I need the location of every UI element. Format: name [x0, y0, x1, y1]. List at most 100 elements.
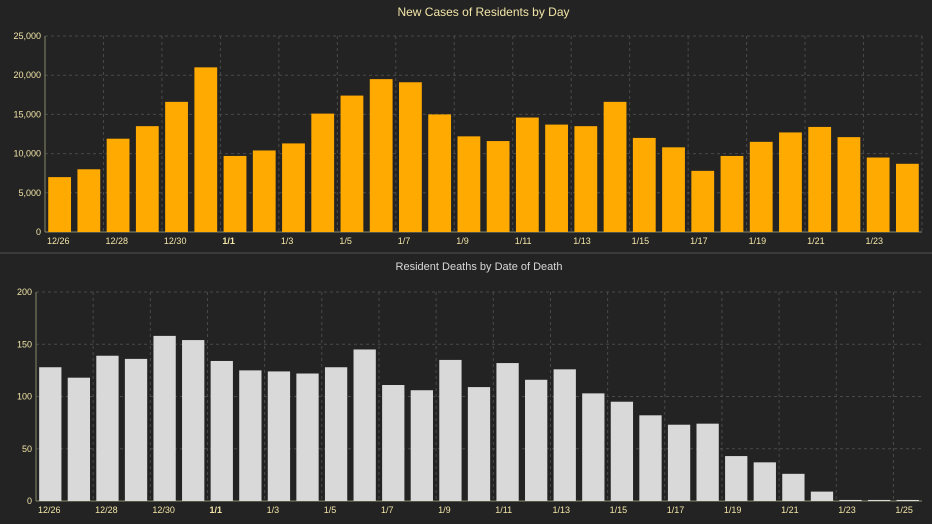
cases-x-tick-label: 1/21: [807, 236, 825, 246]
cases-bar-12-27[interactable]: [77, 169, 101, 232]
cases-bar-1-13[interactable]: [574, 126, 598, 232]
cases-bar-1-3[interactable]: [282, 143, 305, 232]
deaths-x-tick-label: 12/30: [152, 505, 175, 515]
cases-bar-1-23[interactable]: [866, 157, 890, 232]
deaths-bar-1-17[interactable]: [667, 424, 691, 501]
deaths-bar-1-23[interactable]: [839, 499, 862, 501]
deaths-bar-1-5[interactable]: [324, 367, 348, 501]
cases-bar-1-16[interactable]: [662, 147, 685, 232]
cases-x-tick-label: 1/15: [632, 236, 650, 246]
deaths-bar-1-9[interactable]: [439, 359, 462, 501]
deaths-bar-1-1[interactable]: [210, 360, 233, 501]
deaths-x-tick-label: 1/21: [781, 505, 799, 515]
cases-x-tick-label: 1/7: [398, 236, 411, 246]
deaths-y-tick-label: 100: [17, 392, 32, 402]
deaths-bar-12-31[interactable]: [182, 340, 205, 501]
cases-y-tick-label: 10,000: [13, 149, 41, 159]
deaths-bar-1-25[interactable]: [896, 499, 919, 501]
chart-divider: [0, 252, 932, 254]
deaths-x-tick-label: 12/26: [38, 505, 61, 515]
deaths-bar-1-8[interactable]: [410, 390, 433, 501]
cases-bar-12-30[interactable]: [165, 101, 188, 232]
deaths-bar-1-16[interactable]: [639, 415, 662, 501]
cases-bar-1-12[interactable]: [545, 124, 568, 232]
deaths-bar-1-11[interactable]: [496, 363, 519, 501]
cases-bar-1-10[interactable]: [486, 141, 510, 232]
deaths-bar-1-20[interactable]: [753, 462, 776, 501]
deaths-x-tick-label: 1/17: [667, 505, 685, 515]
cases-x-tick-label: 1/1: [222, 236, 235, 246]
deaths-bar-12-28[interactable]: [96, 355, 119, 501]
cases-bar-1-20[interactable]: [779, 132, 802, 232]
deaths-bar-1-3[interactable]: [267, 371, 291, 501]
cases-bar-1-19[interactable]: [749, 141, 773, 232]
deaths-bar-1-12[interactable]: [525, 379, 548, 501]
deaths-chart: Resident Deaths by Date of Death 0 50 100 15…: [17, 261, 922, 515]
deaths-x-tick-label: 1/23: [838, 505, 856, 515]
cases-bar-1-9[interactable]: [457, 136, 481, 232]
cases-bar-1-11[interactable]: [515, 117, 539, 232]
deaths-y-tick-label: 150: [17, 339, 32, 349]
cases-x-tick-label: 1/11: [515, 236, 532, 246]
deaths-chart-panel: Resident Deaths by Date of Death 0 50 100 15…: [0, 254, 932, 524]
cases-bar-1-2[interactable]: [252, 150, 276, 232]
deaths-bar-12-26[interactable]: [39, 367, 62, 501]
deaths-x-tick-label: 1/3: [267, 505, 280, 515]
new-cases-chart-panel: New Cases of Residents by Day 0 5,000 10,00…: [0, 0, 932, 252]
cases-bar-1-8[interactable]: [428, 114, 452, 232]
deaths-bar-1-24[interactable]: [867, 499, 891, 501]
cases-bar-12-29[interactable]: [135, 126, 159, 232]
deaths-y-tick-label: 200: [17, 287, 32, 297]
new-cases-chart: New Cases of Residents by Day 0 5,000 10,00…: [13, 5, 923, 246]
deaths-bar-1-10[interactable]: [467, 387, 491, 501]
cases-bar-12-31[interactable]: [194, 67, 218, 232]
deaths-bar-1-18[interactable]: [696, 423, 719, 501]
cases-bar-1-24[interactable]: [895, 163, 919, 232]
deaths-bar-1-15[interactable]: [610, 401, 634, 501]
deaths-bar-1-6[interactable]: [353, 349, 376, 501]
cases-bar-1-14[interactable]: [603, 101, 627, 232]
deaths-bar-1-21[interactable]: [782, 473, 805, 501]
cases-x-tick-label: 1/19: [749, 236, 767, 246]
cases-y-tick-label: 25,000: [13, 31, 41, 41]
deaths-bar-12-30[interactable]: [153, 335, 176, 501]
cases-x-tick-label: 1/9: [456, 236, 469, 246]
deaths-bar-12-29[interactable]: [124, 358, 148, 501]
deaths-bar-1-19[interactable]: [725, 456, 748, 501]
deaths-bar-1-22[interactable]: [810, 491, 834, 501]
deaths-x-tick-label: 1/13: [552, 505, 570, 515]
cases-x-tick-label: 1/3: [281, 236, 294, 246]
deaths-x-tick-label: 1/25: [895, 505, 913, 515]
cases-bar-1-4[interactable]: [311, 113, 335, 232]
cases-bar-1-15[interactable]: [632, 137, 656, 232]
cases-x-tick-label: 1/17: [690, 236, 708, 246]
cases-x-tick-label: 12/30: [164, 236, 187, 246]
deaths-x-tick-label: 1/9: [438, 505, 451, 515]
cases-bar-1-18[interactable]: [720, 155, 744, 232]
cases-bar-1-7[interactable]: [399, 82, 422, 232]
deaths-x-tick-label: 1/7: [381, 505, 394, 515]
cases-y-tick-label: 0: [36, 227, 41, 237]
deaths-bar-1-14[interactable]: [582, 393, 605, 501]
cases-bar-1-5[interactable]: [340, 95, 364, 232]
cases-bar-12-28[interactable]: [106, 138, 130, 232]
cases-y-tick-label: 5,000: [18, 188, 41, 198]
deaths-y-tick-label: 50: [22, 444, 32, 454]
deaths-bar-1-2[interactable]: [239, 370, 262, 501]
cases-bar-1-21[interactable]: [808, 126, 832, 232]
cases-bar-12-26[interactable]: [48, 177, 72, 232]
deaths-bar-12-27[interactable]: [67, 377, 91, 501]
deaths-x-tick-label: 1/15: [610, 505, 628, 515]
cases-bar-1-6[interactable]: [369, 79, 393, 233]
deaths-chart-title: Resident Deaths by Date of Death: [396, 261, 563, 273]
deaths-bar-1-4[interactable]: [296, 373, 319, 501]
deaths-bar-1-13[interactable]: [553, 369, 576, 501]
cases-bar-1-17[interactable]: [691, 170, 715, 232]
deaths-x-tick-label: 12/28: [95, 505, 118, 515]
cases-x-tick-label: 1/23: [866, 236, 884, 246]
deaths-bar-1-7[interactable]: [382, 385, 405, 501]
cases-bar-1-22[interactable]: [837, 137, 861, 232]
cases-bar-1-1[interactable]: [223, 155, 247, 232]
cases-x-tick-label: 12/26: [47, 236, 70, 246]
